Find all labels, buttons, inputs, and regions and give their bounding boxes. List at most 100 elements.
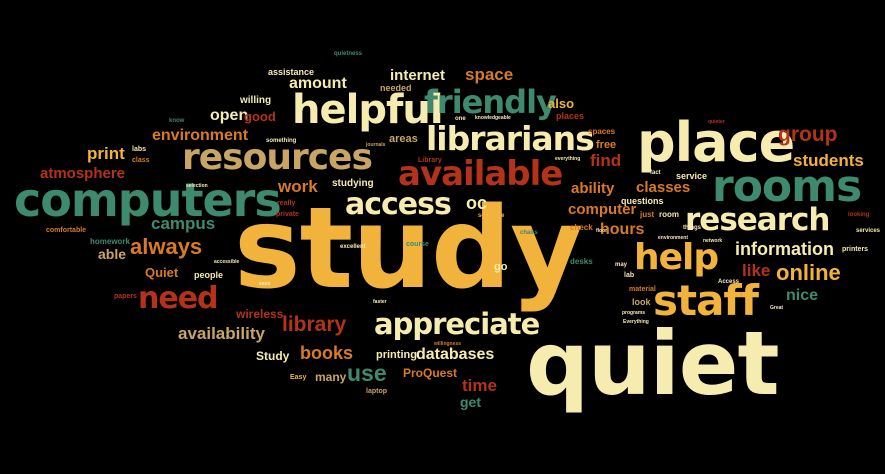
word: services <box>856 228 881 234</box>
word: excellent <box>340 244 366 250</box>
word: appreciate <box>374 307 540 341</box>
word: comfortable <box>46 227 87 234</box>
word: easo <box>259 281 271 287</box>
word: classes <box>636 179 691 196</box>
word: places <box>556 111 585 121</box>
word: quietness <box>334 51 363 57</box>
word: quieter <box>708 119 725 125</box>
word: floor <box>596 228 608 234</box>
word: databases <box>416 346 495 363</box>
word: faster <box>373 299 387 305</box>
word: labs <box>132 146 147 153</box>
word: environment <box>152 127 249 144</box>
word: assistance <box>268 67 315 77</box>
word: lab <box>624 272 635 279</box>
word: atmosphere <box>40 165 126 182</box>
word: space <box>465 65 514 84</box>
word: find <box>590 151 622 170</box>
word: computers <box>14 173 282 227</box>
word: willing <box>240 95 272 106</box>
word: study <box>234 184 583 314</box>
word: Quiet <box>145 265 179 280</box>
word: class <box>132 157 150 164</box>
word: papers <box>114 293 137 300</box>
word: check <box>570 223 593 232</box>
word: know <box>169 118 185 124</box>
word: questions <box>621 196 664 206</box>
word: homework <box>90 237 131 246</box>
word: campus <box>151 214 216 233</box>
word: resources <box>182 137 373 178</box>
word: work <box>278 177 318 196</box>
word: programs <box>622 310 646 316</box>
word: go <box>494 261 508 273</box>
word: good <box>244 109 276 124</box>
word: accessible <box>214 259 240 265</box>
word: private <box>276 211 299 218</box>
word: rooms <box>712 161 862 212</box>
word: selection <box>186 183 208 189</box>
word: amount <box>289 75 347 92</box>
word: everything <box>555 156 581 162</box>
word: looking <box>848 212 870 218</box>
word: desks <box>570 257 593 266</box>
word: need <box>138 281 219 316</box>
word: quiet <box>526 312 780 415</box>
word: free <box>596 139 617 151</box>
word: time <box>462 376 497 395</box>
word: research <box>685 202 830 238</box>
word: needed <box>380 83 412 93</box>
word: information <box>735 239 834 259</box>
word: able <box>98 246 127 262</box>
word: someone <box>478 213 505 219</box>
word: hours <box>600 221 645 238</box>
word: people <box>194 270 224 280</box>
word: students <box>793 151 864 170</box>
word: areas <box>389 133 418 145</box>
word: ability <box>571 180 615 197</box>
word: fact <box>650 170 661 176</box>
word: material <box>629 286 656 293</box>
word: Study <box>256 349 290 363</box>
word: available <box>398 154 563 194</box>
word: room <box>659 210 679 219</box>
word: studying <box>332 178 374 189</box>
word: use <box>347 360 387 386</box>
word: printers <box>842 246 869 253</box>
word: library <box>282 313 347 336</box>
word: wireless <box>236 307 284 321</box>
word: books <box>300 343 354 363</box>
word: place <box>637 111 795 174</box>
word: Library <box>418 157 442 164</box>
word: oc <box>466 193 488 213</box>
word: knowledgeable <box>475 115 511 121</box>
word: open <box>210 107 249 124</box>
word: willingness <box>434 341 461 347</box>
word: journals <box>366 142 386 148</box>
word: online <box>776 260 841 285</box>
word: something <box>266 138 297 144</box>
word: print <box>87 144 125 163</box>
word: chairs <box>520 230 538 236</box>
word: may <box>615 262 628 268</box>
word: helpful <box>292 87 444 133</box>
word: spaces <box>588 127 616 136</box>
word: availability <box>178 324 265 343</box>
word: friendly <box>424 83 557 121</box>
word: network <box>703 238 723 244</box>
word: like <box>742 261 771 280</box>
word: also <box>548 96 575 111</box>
word: service <box>676 171 708 181</box>
word: look <box>632 297 651 307</box>
word: laptop <box>366 388 387 395</box>
word: environment <box>658 235 689 241</box>
word: access <box>345 187 452 222</box>
word: printing <box>376 349 417 361</box>
word: Easy <box>290 374 307 381</box>
word: Great <box>770 305 784 311</box>
word: always <box>130 234 203 259</box>
word: internet <box>390 67 446 84</box>
word: nice <box>786 287 819 304</box>
word: group <box>778 123 838 146</box>
word: computer <box>568 201 637 218</box>
